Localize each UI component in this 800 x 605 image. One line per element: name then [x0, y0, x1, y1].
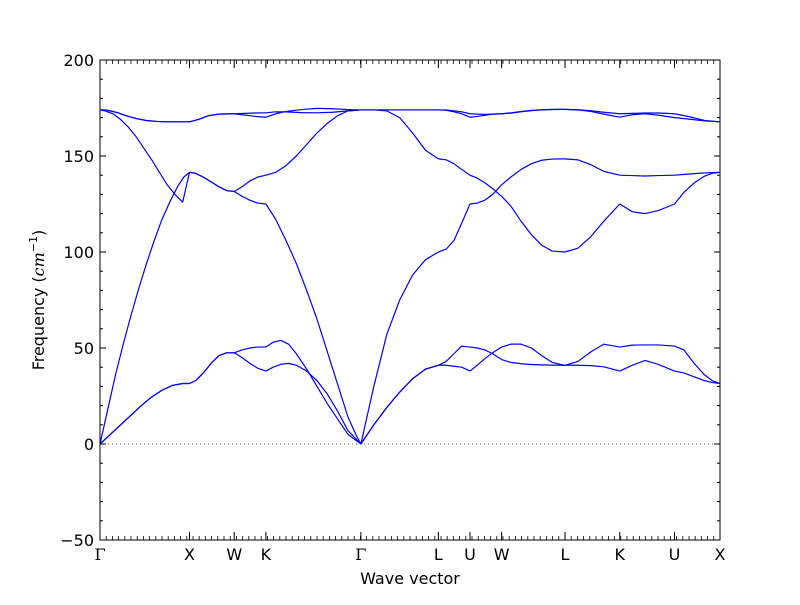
y-tick-label: 150	[63, 147, 94, 166]
band-segment-35	[438, 109, 471, 118]
band-segment-57	[619, 359, 675, 372]
y-axis-label-text: Frequency	[29, 288, 48, 371]
band-segment-24	[360, 109, 439, 160]
band-segment-43	[501, 158, 566, 186]
x-tick-label: W	[494, 545, 510, 564]
band-segment-26	[360, 364, 439, 445]
band-segment-59	[619, 113, 675, 119]
band-segment-6	[234, 112, 266, 115]
band-segment-19	[189, 352, 235, 385]
y-axis-label: Frequency (cm−1)	[27, 230, 48, 371]
band-segment-53	[564, 108, 620, 118]
band-segment-54	[619, 174, 675, 177]
band-segment-4	[100, 109, 190, 123]
y-axis-unit-exp: −1	[27, 236, 40, 252]
band-segment-36	[469, 174, 502, 197]
plot-frame	[99, 59, 721, 541]
y-tick-label: 100	[63, 243, 94, 262]
x-tick-label: W	[226, 545, 242, 564]
y-axis-unit-open: (	[29, 276, 48, 282]
x-axis-label: Wave vector	[360, 569, 460, 588]
band-segment-31	[438, 203, 471, 253]
y-axis-unit-base: cm	[29, 252, 48, 276]
x-tick-label: Γ	[94, 545, 105, 564]
x-tick-label: L	[434, 545, 443, 564]
band-segment-38	[469, 346, 502, 361]
band-segment-50	[564, 343, 620, 366]
band-segment-17	[99, 382, 190, 445]
x-tick-label: X	[184, 545, 195, 564]
band-segment-16	[99, 382, 190, 445]
band-segment-7	[265, 109, 361, 114]
band-segment-15	[265, 203, 362, 445]
band-segment-42	[501, 195, 566, 253]
band-segment-49	[564, 203, 621, 253]
band-segment-37	[469, 184, 503, 205]
band-segment-13	[233, 191, 266, 205]
band-segment-55	[619, 203, 675, 215]
x-tick-label: U	[464, 545, 476, 564]
band-segment-30	[438, 158, 471, 176]
band-segment-63	[674, 370, 721, 385]
band-segment-12	[233, 174, 267, 193]
band-segment-25	[360, 251, 439, 445]
band-segment-8	[99, 109, 191, 203]
band-segment-51	[565, 364, 620, 372]
band-segment-45	[501, 343, 566, 366]
band-segment-61	[674, 171, 721, 205]
band-segment-39	[469, 346, 502, 372]
band-segment-5	[189, 113, 235, 123]
plot-layer	[99, 107, 721, 445]
band-segment-27	[360, 364, 439, 445]
y-tick-label: −50	[60, 531, 94, 550]
x-tick-label: U	[669, 545, 681, 564]
band-segment-33	[438, 364, 471, 372]
x-tick-label: L	[561, 545, 570, 564]
band-segment-11	[189, 171, 235, 193]
x-tick-label: K	[261, 545, 272, 564]
band-segment-22	[265, 339, 362, 445]
band-segment-3	[265, 107, 361, 118]
band-segment-47	[501, 108, 565, 115]
band-segment-2	[234, 113, 266, 118]
band-segment-65	[674, 117, 721, 123]
band-segment-48	[564, 158, 620, 176]
band-segment-14	[265, 109, 361, 176]
x-tick-label: X	[715, 545, 726, 564]
band-segment-9	[99, 171, 190, 445]
band-segment-23	[265, 362, 362, 445]
band-segment-56	[619, 344, 675, 348]
y-tick-label: 50	[74, 339, 94, 358]
x-tick-label: Γ	[355, 545, 366, 564]
band-segment-21	[233, 352, 267, 372]
x-tick-label: K	[615, 545, 626, 564]
band-segment-41	[469, 113, 502, 118]
band-segment-20	[234, 346, 266, 354]
band-segment-58	[619, 112, 675, 115]
band-segment-18	[189, 352, 235, 385]
y-tick-label: 200	[63, 51, 94, 70]
band-segment-62	[674, 345, 721, 385]
y-tick-label: 0	[84, 435, 94, 454]
band-segment-44	[501, 358, 566, 366]
band-segment-32	[438, 345, 471, 366]
y-axis-unit-close: )	[29, 230, 48, 236]
